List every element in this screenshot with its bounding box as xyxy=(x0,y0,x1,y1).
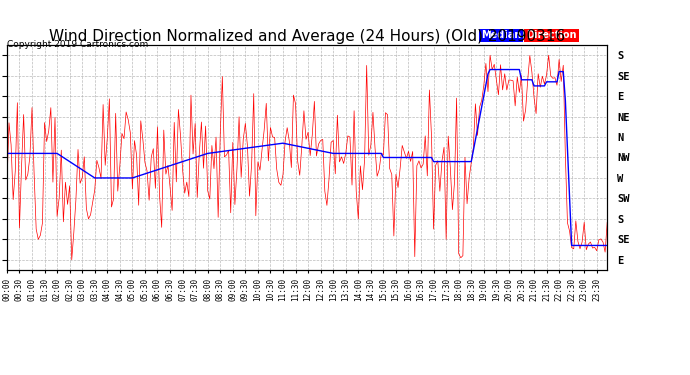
Text: Direction: Direction xyxy=(526,30,577,40)
Text: Median: Median xyxy=(481,30,522,40)
Title: Wind Direction Normalized and Average (24 Hours) (Old) 20190316: Wind Direction Normalized and Average (2… xyxy=(49,29,565,44)
Text: Copyright 2019 Cartronics.com: Copyright 2019 Cartronics.com xyxy=(7,40,148,49)
